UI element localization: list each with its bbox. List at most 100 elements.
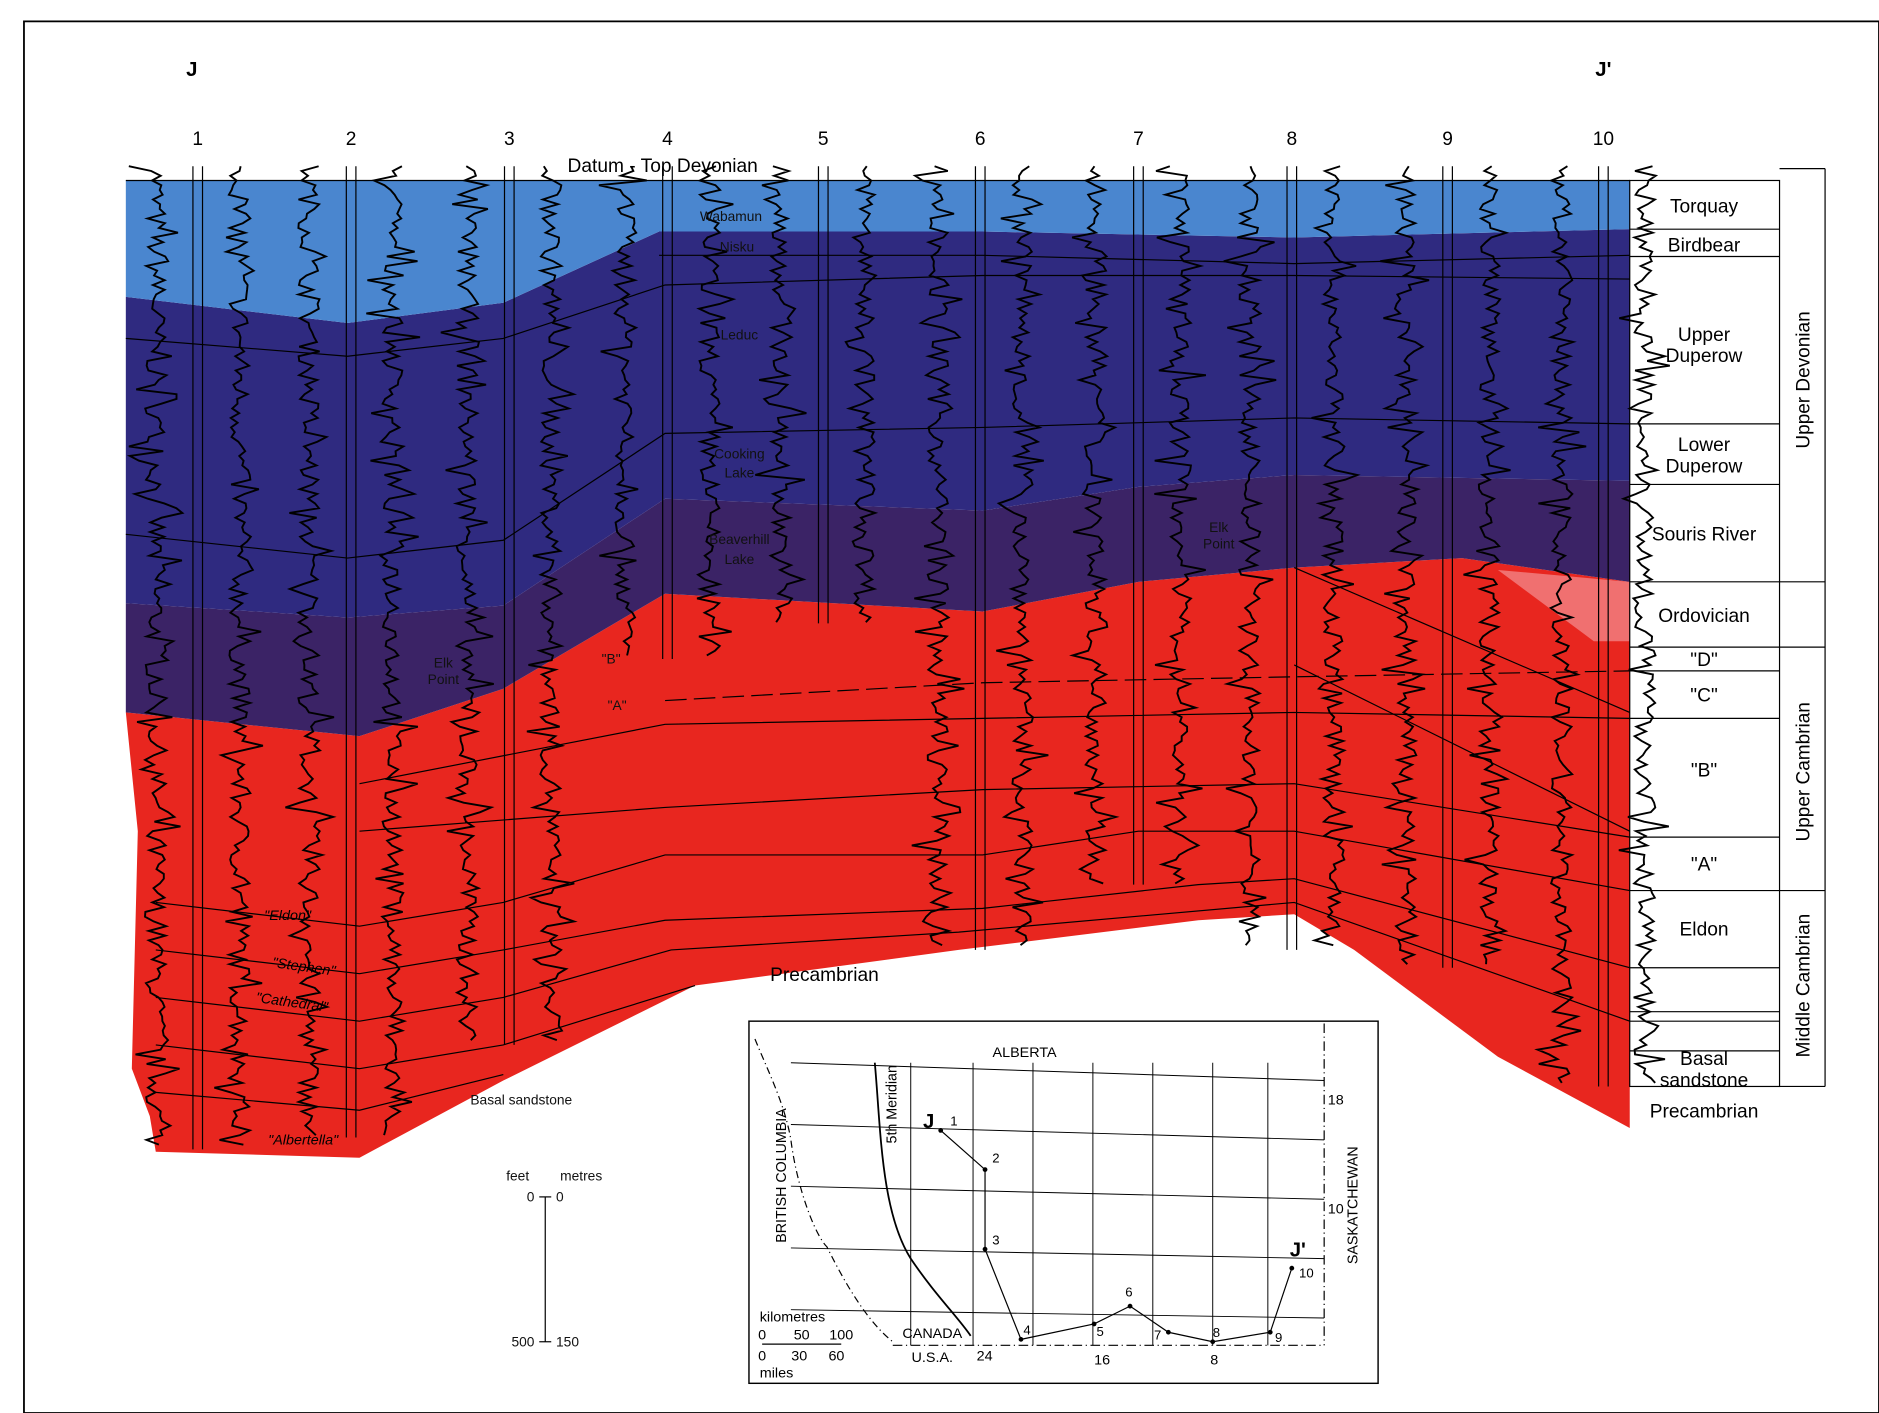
township-label: 18 [1328, 1092, 1344, 1108]
formation-label: Nisku [720, 240, 754, 255]
well-number: 3 [504, 129, 515, 150]
column-label: Souris River [1652, 524, 1757, 545]
formation-label: Beaverhill [709, 532, 769, 547]
datum-label: Datum - Top Devonian [568, 156, 758, 177]
column-label: Duperow [1666, 346, 1743, 367]
map-label: CANADA [902, 1326, 962, 1342]
column-label: "D" [1690, 650, 1717, 671]
column-label: Precambrian [1650, 1101, 1759, 1122]
map-well-number: 10 [1299, 1266, 1314, 1281]
formation-label: Wabamun [700, 209, 762, 224]
period-label: Middle Cambrian [1793, 914, 1814, 1058]
range-label: 24 [977, 1349, 993, 1365]
column-label: Ordovician [1658, 606, 1750, 627]
period-label: Upper Devonian [1793, 311, 1814, 448]
page: { "section": { "start": "J", "end": "J'"… [0, 0, 1879, 1413]
formation-label: "Eldon" [264, 908, 312, 924]
map-well [1268, 1330, 1273, 1335]
formation-label: Basal sandstone [470, 1092, 572, 1107]
column-label: Duperow [1666, 457, 1743, 478]
column-label: Upper [1678, 325, 1731, 346]
formation-label: "B" [602, 652, 621, 667]
well-number: 5 [818, 129, 829, 150]
map-scale-label: 100 [829, 1327, 853, 1343]
well-number: 6 [975, 129, 986, 150]
range-label: 8 [1210, 1352, 1218, 1368]
column-label: "B" [1691, 761, 1717, 782]
column-label: Lower [1678, 435, 1731, 456]
column-label: "A" [1691, 854, 1717, 875]
formation-label: Elk [434, 655, 453, 670]
scale-label: 0 [556, 1190, 564, 1205]
map-well [1019, 1337, 1024, 1342]
formation-label: Elk [1209, 520, 1228, 535]
map-scale-label: 0 [758, 1349, 766, 1365]
vertical-scale: feet metres 0 500 0 150 [506, 1168, 602, 1349]
formation-label: Cooking [714, 446, 765, 461]
map-label: U.S.A. [912, 1350, 954, 1366]
map-well [938, 1128, 943, 1133]
formation-label: "Albertella" [268, 1133, 339, 1149]
map-well-number: 3 [992, 1232, 999, 1247]
scale-label: 500 [511, 1335, 534, 1350]
map-well [1210, 1339, 1215, 1344]
formation-label: Precambrian [770, 965, 879, 986]
scale-unit: feet [506, 1168, 529, 1183]
formation-label: Lake [724, 465, 754, 480]
map-label: J' [1290, 1239, 1306, 1261]
map-well-number: 8 [1213, 1325, 1220, 1340]
well-number: 1 [192, 129, 203, 150]
map-well-number: 4 [1023, 1323, 1030, 1338]
township-label: 10 [1328, 1202, 1344, 1218]
map-well-number: 5 [1096, 1324, 1103, 1339]
map-well [1128, 1304, 1133, 1309]
scale-unit: metres [560, 1168, 602, 1183]
map-well-number: 1 [950, 1114, 957, 1129]
map-label: 5th Meridian [884, 1065, 900, 1143]
period-label: Upper Cambrian [1793, 702, 1814, 841]
map-well-number: 9 [1275, 1330, 1282, 1345]
map-well [1289, 1266, 1294, 1271]
formation-label: Leduc [721, 328, 759, 343]
well-number: 8 [1286, 129, 1297, 150]
section-start: J [186, 59, 197, 81]
map-scale-label: 0 [758, 1327, 766, 1343]
column-label: Eldon [1680, 920, 1729, 941]
map-label: BRITISH COLUMBIA [774, 1108, 790, 1243]
map-label: SASKATCHEWAN [1346, 1146, 1362, 1264]
column-label: Torquay [1670, 197, 1739, 218]
map-well-number: 6 [1125, 1285, 1132, 1300]
formation-label: Point [428, 672, 460, 687]
layers [126, 180, 1630, 1157]
map-well [983, 1247, 988, 1252]
column-label: Birdbear [1668, 236, 1741, 257]
well-number: 7 [1133, 129, 1144, 150]
column-label: Basal [1680, 1049, 1728, 1070]
cross-section-figure: 12345678910 J J' Datum - Top Devonian Wa… [0, 0, 1879, 1413]
map-scale-label: 50 [794, 1327, 810, 1343]
formation-label: "A" [608, 698, 627, 713]
map-scale-label: 60 [828, 1349, 844, 1365]
map-scale-unit: miles [760, 1365, 794, 1381]
map-well-number: 7 [1154, 1327, 1161, 1342]
well-number: 4 [662, 129, 673, 150]
range-label: 16 [1094, 1352, 1110, 1368]
map-well [1166, 1330, 1171, 1335]
map-scale-label: 30 [791, 1349, 807, 1365]
map-scale-unit: kilometres [760, 1310, 825, 1326]
formation-label: Lake [724, 552, 754, 567]
well-number: 2 [346, 129, 357, 150]
column-label: sandstone [1660, 1071, 1748, 1092]
map-well [983, 1167, 988, 1172]
well-number: 10 [1593, 129, 1614, 150]
scale-label: 0 [527, 1190, 535, 1205]
map-well-number: 2 [992, 1151, 999, 1166]
well-number: 9 [1442, 129, 1453, 150]
column-label: "C" [1690, 686, 1717, 707]
column-box [1630, 180, 1780, 1086]
scale-label: 150 [556, 1335, 579, 1350]
column-labels: TorquayBirdbearUpperDuperowLowerDuperowS… [1650, 197, 1759, 1123]
map-label: J [923, 1111, 934, 1133]
section-end: J' [1595, 59, 1611, 81]
